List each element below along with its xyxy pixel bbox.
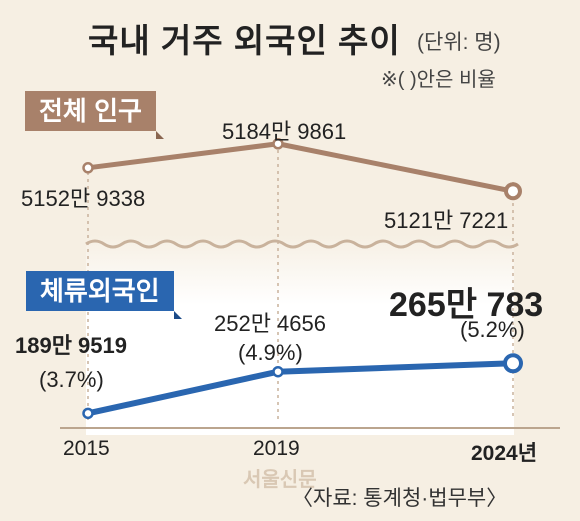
watermark: 서울신문 xyxy=(243,469,317,491)
foreign-residents-series xyxy=(82,353,523,420)
total-2015-label: 5152만 9338 xyxy=(21,186,146,211)
foreign-2019-label: 252만 4656 xyxy=(214,311,326,336)
total-2019-label: 5184만 9861 xyxy=(222,119,347,144)
x-tick-2015: 2015 xyxy=(63,437,110,460)
axis-break-wave xyxy=(85,239,519,249)
foreign-2015-ratio: (3.7%) xyxy=(39,367,104,392)
total-population-line xyxy=(85,141,516,194)
foreign-residents-tag: 체류외국인 xyxy=(26,271,182,319)
total-population-point-2015 xyxy=(82,162,94,174)
chart-title: 국내 거주 외국인 추이 xyxy=(88,22,401,59)
lower-panel-background xyxy=(86,235,514,435)
total-2024-label: 5121만 7221 xyxy=(384,208,509,233)
x-tick-2024: 2024년 xyxy=(471,442,538,465)
total-population-tag: 전체 인구 xyxy=(25,91,164,139)
source-label: 〈자료: 통계청·법무부〉 xyxy=(292,487,508,510)
foreign-2019-ratio: (4.9%) xyxy=(238,340,303,365)
foreign-2015-label: 189만 9519 xyxy=(15,333,127,358)
total-population-series xyxy=(82,138,522,201)
foreign-2024-label: 265만 783 xyxy=(389,286,544,324)
total-population-point-2019 xyxy=(272,138,284,150)
unit-label: (단위: 명) xyxy=(417,31,501,54)
foreign-2024-ratio: (5.2%) xyxy=(460,317,525,342)
foreign-residents-point-2024년 xyxy=(503,353,523,374)
ratio-note: ※( )안은 비율 xyxy=(381,69,496,91)
foreign-residents-point-2015 xyxy=(82,407,94,420)
x-tick-2019: 2019 xyxy=(253,437,300,460)
foreign-residents-point-2019 xyxy=(272,365,284,378)
total-population-point-2024년 xyxy=(504,182,522,201)
